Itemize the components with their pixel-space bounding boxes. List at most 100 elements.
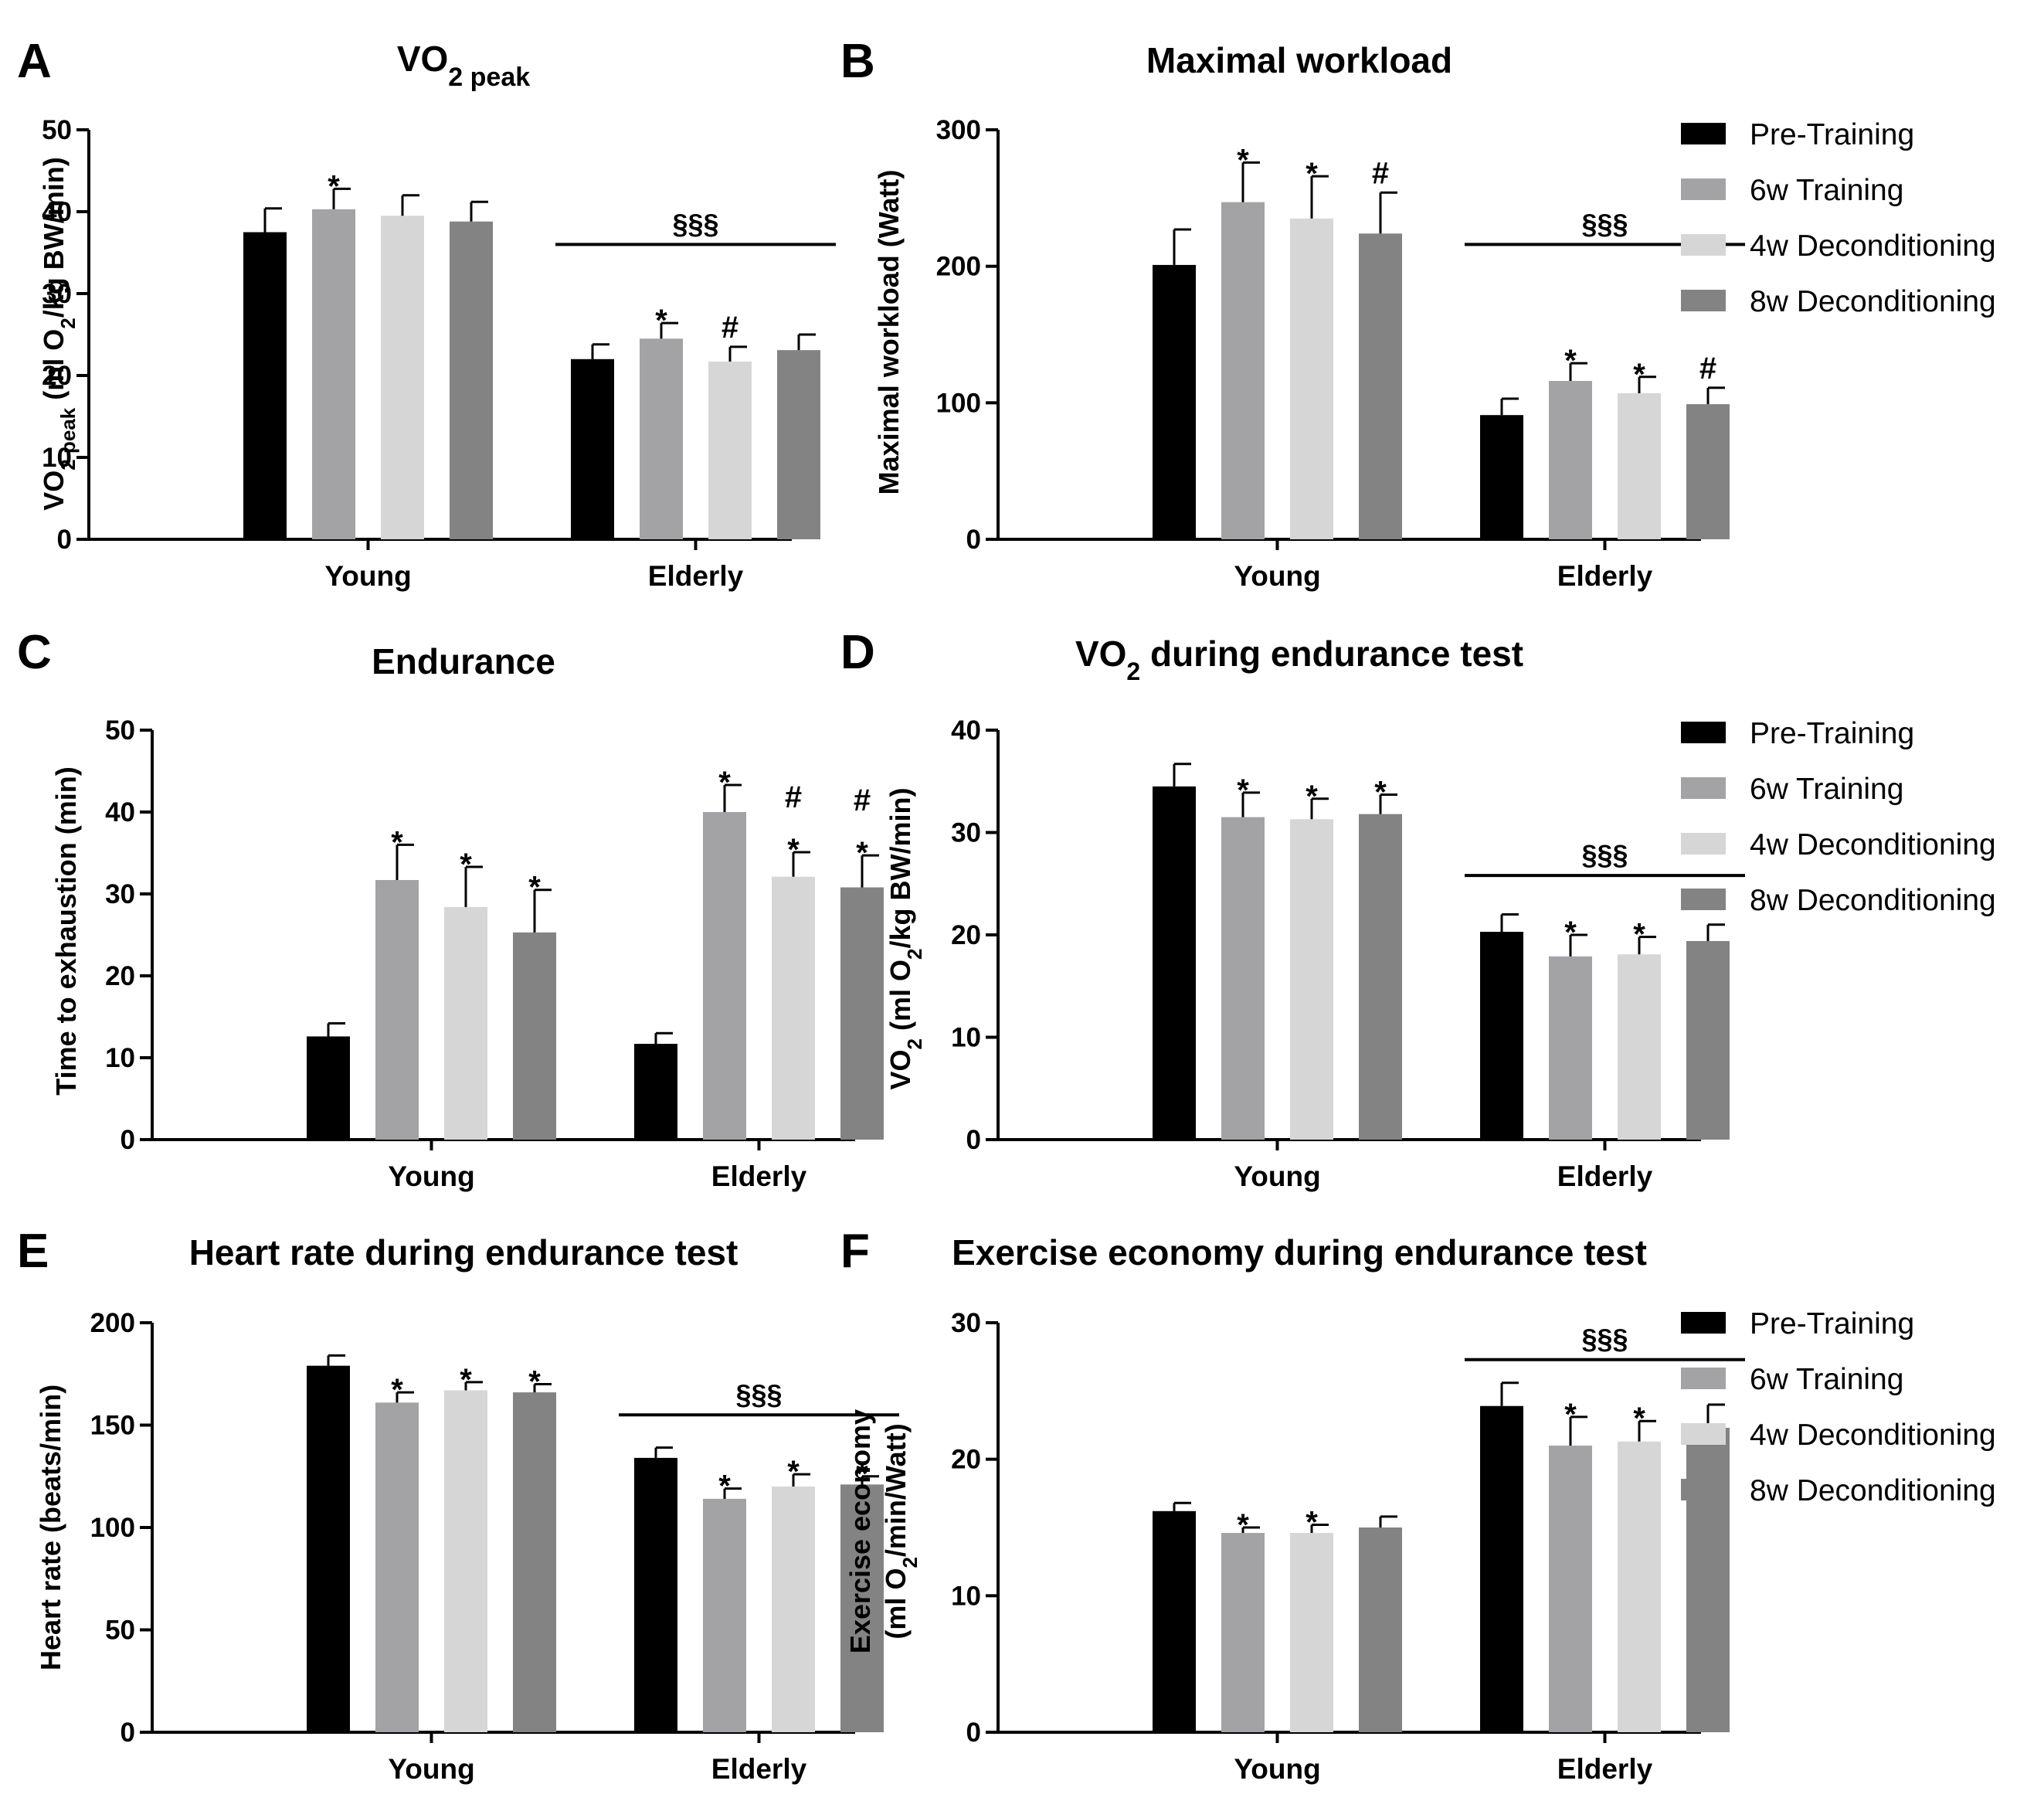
significance-star: * [528, 1365, 541, 1399]
x-tick-label: Young [1234, 560, 1320, 592]
bar [571, 359, 614, 539]
bar [1618, 1441, 1661, 1732]
significance-star: * [1306, 780, 1318, 814]
subscript-text: 2 [898, 1557, 922, 1568]
title-main: VO [1075, 634, 1126, 674]
bar [375, 879, 419, 1140]
y-axis-label-line: Heart rate (beats/min) [35, 1385, 66, 1670]
bracket-label: §§§ [1581, 839, 1628, 871]
bar [1359, 233, 1402, 539]
bar [1153, 264, 1196, 539]
significance-star: * [1237, 773, 1249, 807]
legend-swatch [1681, 833, 1726, 855]
label-text: (ml O [884, 960, 916, 1038]
label-text: /min/Watt) [880, 1423, 912, 1557]
legend-label: Pre-Training [1750, 717, 1914, 750]
significance-star: * [1306, 157, 1318, 191]
legend-label: 8w Deconditioning [1750, 1474, 1996, 1507]
bar [243, 232, 287, 539]
bar [1359, 1527, 1402, 1732]
y-tick-label: 40 [42, 197, 72, 227]
significance-star: * [718, 1470, 731, 1504]
bracket-label: §§§ [1581, 1324, 1628, 1355]
significance-star: * [1564, 344, 1577, 378]
y-axis-label-line: VO2 peak (ml O2/kg BW/min) [38, 157, 80, 510]
y-tick-label: 20 [951, 920, 981, 950]
bar [1221, 817, 1265, 1140]
y-tick-label: 30 [42, 279, 72, 309]
y-axis-label: Exercise economy [844, 1409, 876, 1653]
y-tick-label: 30 [951, 818, 981, 848]
legend-swatch [1681, 722, 1726, 743]
y-axis-label-line: (ml O2/min/Watt) [880, 1423, 922, 1639]
x-tick-label: Young [388, 1160, 474, 1192]
legend-label: 4w Deconditioning [1750, 1419, 1996, 1452]
bar [772, 876, 815, 1140]
legend: Pre-Training 6w Training 4w Deconditioning… [1681, 1307, 1996, 1507]
legend-swatch [1681, 1479, 1726, 1500]
y-tick-label: 200 [90, 1308, 135, 1338]
bar [1290, 218, 1333, 539]
bar [307, 1036, 350, 1140]
legend-label: 6w Training [1750, 1363, 1903, 1396]
y-tick-label: 30 [951, 1308, 981, 1338]
bar [708, 361, 752, 539]
label-text: (ml O [38, 329, 70, 408]
legend-label: 8w Deconditioning [1750, 884, 1996, 917]
chart-title: VO2 peak [397, 39, 530, 92]
y-axis-label: VO2 (ml O2/kg BW/min) [884, 788, 926, 1090]
legend-label: Pre-Training [1750, 118, 1914, 151]
bar [772, 1487, 815, 1732]
bar [703, 812, 746, 1140]
y-tick-label: 300 [936, 115, 981, 145]
x-tick-label: Young [388, 1753, 474, 1785]
bar [307, 1365, 350, 1732]
label-text: Heart rate (beats/min) [35, 1385, 66, 1670]
bar [1686, 404, 1730, 539]
legend-label: 6w Training [1750, 174, 1903, 207]
panel-letter: A [17, 35, 52, 88]
y-axis-label-2: (ml O2/min/Watt) [880, 1423, 922, 1639]
x-tick-label: Elderly [1557, 560, 1653, 592]
bar [640, 338, 683, 539]
y-tick-label: 200 [936, 252, 981, 282]
x-tick-label: Elderly [648, 560, 744, 592]
label-text: (ml O [880, 1568, 912, 1640]
significance-star: * [460, 1363, 472, 1397]
bar [1153, 1510, 1196, 1732]
significance-star: * [528, 871, 541, 905]
x-tick-label: Young [324, 560, 411, 592]
y-tick-label: 100 [90, 1513, 135, 1543]
title-subscript: 2 peak [448, 63, 530, 92]
bracket-label: §§§ [1581, 208, 1628, 240]
y-axis-label: Heart rate (beats/min) [35, 1385, 66, 1670]
significance-hash: # [785, 780, 802, 814]
significance-star: * [787, 1455, 800, 1489]
title-main: Maximal workload [1146, 40, 1452, 80]
bar [444, 1390, 487, 1732]
label-text: VO [38, 471, 70, 511]
bar [1686, 940, 1730, 1140]
y-axis-label: Time to exhaustion (min) [50, 766, 82, 1095]
bar [375, 1402, 419, 1732]
y-tick-label: 10 [42, 443, 72, 473]
bar [1549, 381, 1592, 539]
legend-label: 6w Training [1750, 773, 1903, 806]
subscript-text: 2 [903, 1038, 926, 1049]
legend-swatch [1681, 178, 1726, 200]
bar [840, 887, 884, 1140]
subscript-text: 2 [903, 949, 926, 960]
panel-letter: C [17, 626, 52, 679]
y-tick-label: 0 [966, 525, 981, 555]
label-text: VO [884, 1049, 916, 1089]
y-tick-label: 50 [105, 715, 135, 746]
y-tick-label: 20 [951, 1445, 981, 1475]
significance-star: * [391, 825, 403, 859]
bar [1359, 814, 1402, 1140]
y-axis-label: Maximal workload (Watt) [873, 170, 905, 495]
legend-swatch [1681, 290, 1726, 311]
significance-star: * [1633, 358, 1645, 392]
significance-star: * [856, 1457, 868, 1491]
